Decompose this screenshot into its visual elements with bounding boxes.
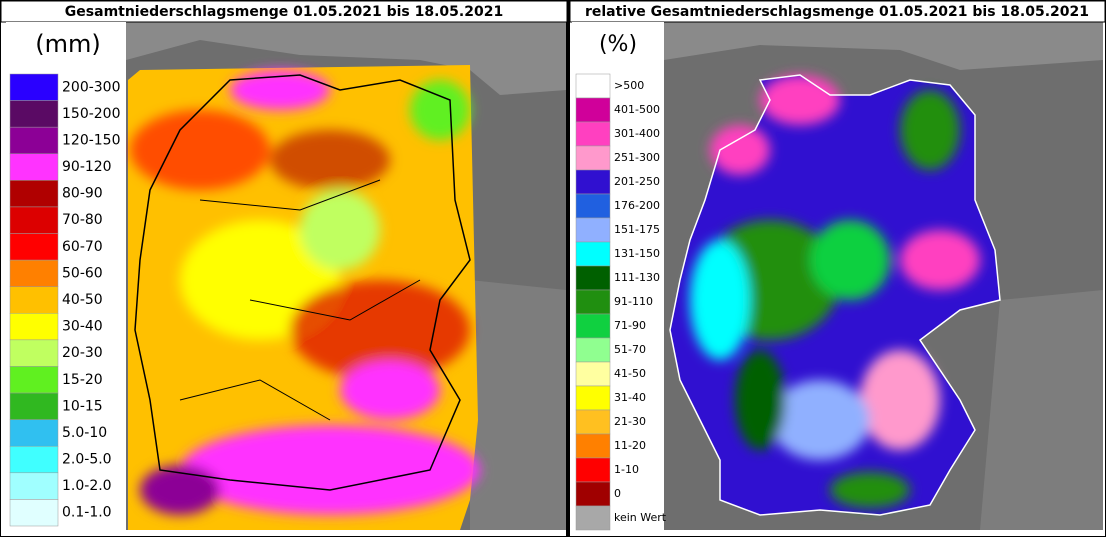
legend-swatch: [575, 97, 611, 123]
legend-unit: (mm): [35, 30, 100, 58]
legend-swatch: [575, 169, 611, 195]
legend-swatch: [9, 339, 59, 367]
right-map: [664, 22, 1103, 530]
legend-label: 201-250: [614, 175, 660, 188]
legend-swatch: [575, 481, 611, 507]
legend-label: 11-20: [614, 439, 646, 452]
legend-label: 21-30: [614, 415, 646, 428]
legend-label: 0: [614, 487, 621, 500]
legend-swatch: [9, 153, 59, 181]
legend-label: 31-40: [614, 391, 646, 404]
legend-label: 2.0-5.0: [62, 452, 112, 468]
legend-swatch: [9, 419, 59, 447]
legend-swatch: [575, 217, 611, 243]
legend-swatch: [9, 445, 59, 474]
legend-label: 5.0-10: [62, 425, 107, 441]
legend-label: 251-300: [614, 151, 660, 164]
legend-label: 80-90: [62, 186, 103, 202]
legend-swatch: [9, 313, 59, 341]
legend-swatch: [9, 286, 59, 314]
legend-label: 60-70: [62, 239, 103, 255]
legend-label: 40-50: [62, 292, 103, 308]
legend-swatch: [9, 73, 59, 101]
legend-label: 111-130: [614, 271, 660, 284]
legend-swatch: [575, 73, 611, 99]
legend-swatch: [575, 385, 611, 411]
legend-swatch: [575, 313, 611, 339]
left-map: [126, 22, 566, 530]
legend-label: 91-110: [614, 295, 653, 308]
legend-label: 50-60: [62, 265, 103, 281]
panel-title: relative Gesamtniederschlagsmenge 01.05.…: [585, 4, 1089, 20]
legend-swatch: [575, 145, 611, 171]
legend-label: 301-400: [614, 127, 660, 140]
legend-label: 120-150: [62, 132, 121, 148]
legend-swatch: [575, 289, 611, 315]
legend-label: 151-175: [614, 223, 660, 236]
legend-label: 176-200: [614, 199, 660, 212]
legend-swatch: [575, 505, 611, 531]
legend-swatch: [575, 241, 611, 267]
legend-swatch: [9, 100, 59, 128]
legend-swatch: [575, 409, 611, 435]
legends: 200-300 150-200 120-150 90-120 80-90 70-80 60-…: [9, 73, 667, 531]
title-bar: [569, 0, 1106, 23]
legend-swatch: [9, 180, 59, 208]
legend-label: 1.0-2.0: [62, 478, 112, 494]
legend-swatch: [9, 392, 59, 420]
legend-label: 70-80: [62, 212, 103, 228]
legend-unit: (%): [599, 32, 637, 57]
legend-label: 15-20: [62, 372, 103, 388]
legend-swatch: [575, 457, 611, 483]
legend-swatch: [9, 472, 59, 500]
legend-label: 20-30: [62, 345, 103, 361]
legend-swatch: [575, 337, 611, 363]
legend-swatch: [9, 259, 59, 287]
legend-label: kein Wert: [614, 511, 667, 524]
legend-swatch: [9, 206, 59, 234]
legend-swatch: [9, 126, 59, 155]
legend-label: 41-50: [614, 367, 646, 380]
legend-label: 0.1-1.0: [62, 505, 112, 521]
legend-label: 90-120: [62, 159, 112, 175]
legend-swatch: [575, 121, 611, 147]
legend-label: 71-90: [614, 319, 646, 332]
legend-label: 30-40: [62, 319, 103, 335]
legend-swatch: [575, 193, 611, 219]
title-bar: [0, 0, 568, 23]
legend-label: 1-10: [614, 463, 639, 476]
legend-label: 10-15: [62, 398, 103, 414]
legend-label: 200-300: [62, 79, 121, 95]
legend-swatch: [575, 265, 611, 291]
legend-label: 150-200: [62, 106, 121, 122]
legend-label: >500: [614, 79, 644, 92]
legend-label: 51-70: [614, 343, 646, 356]
legend-label: 131-150: [614, 247, 660, 260]
legend-swatch: [9, 233, 59, 261]
legend-label: 401-500: [614, 103, 660, 116]
legend-swatch: [9, 499, 59, 527]
panel-title: Gesamtniederschlagsmenge 01.05.2021 bis …: [65, 4, 503, 20]
legend-swatch: [9, 366, 59, 394]
legend-swatch: [575, 361, 611, 387]
legend-swatch: [575, 433, 611, 459]
